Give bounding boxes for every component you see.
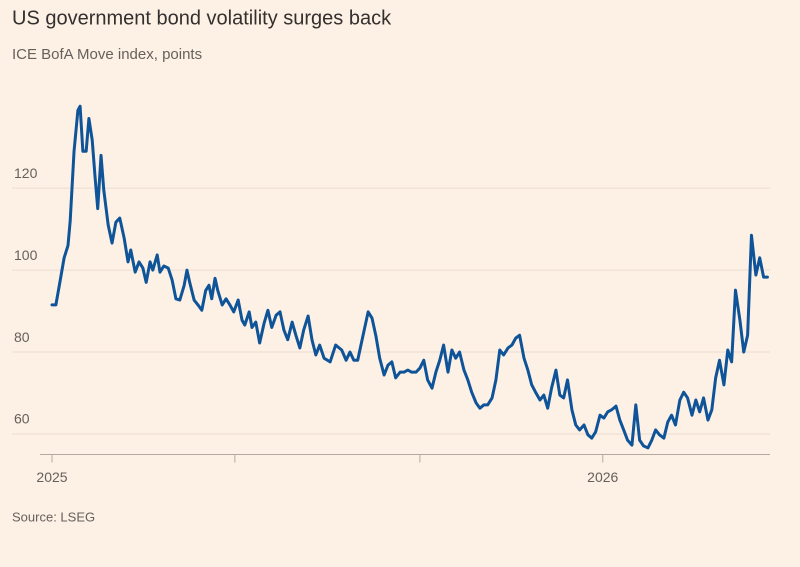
source-note: Source: LSEG (12, 509, 95, 524)
x-tick-label: 2025 (36, 469, 67, 485)
y-tick-label: 80 (14, 329, 30, 345)
series-line (50, 104, 769, 450)
y-tick-label: 60 (14, 411, 30, 427)
chart-subtitle: ICE BofA Move index, points (12, 46, 202, 63)
y-tick-label: 120 (14, 165, 38, 181)
y-tick-label: 100 (14, 247, 38, 263)
x-tick-label: 2026 (587, 469, 618, 485)
chart-title: US government bond volatility surges bac… (12, 7, 392, 29)
